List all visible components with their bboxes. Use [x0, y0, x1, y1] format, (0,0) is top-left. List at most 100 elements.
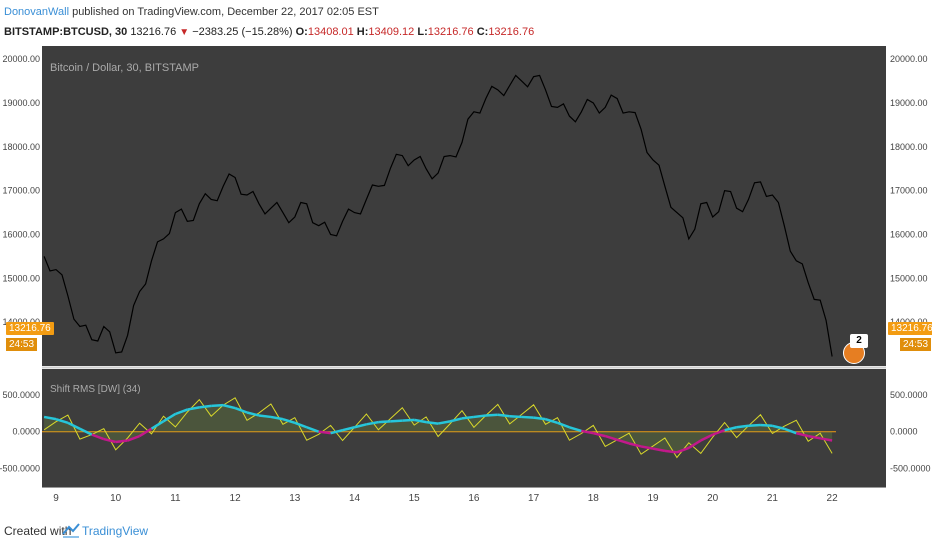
rms-segment: [569, 426, 582, 433]
indicator-fill: [44, 405, 833, 453]
rms-segment: [127, 434, 141, 442]
price-line: [43, 74, 833, 357]
indicator-area: [44, 405, 833, 453]
rms-line: [43, 403, 833, 454]
rms-segment: [425, 420, 439, 425]
price-legend: Bitcoin / Dollar, 30, BITSTAMP: [50, 62, 199, 74]
rms-segment: [55, 417, 69, 425]
rms-segment: [306, 426, 320, 433]
last-price-badge-left: 13216.76: [6, 322, 54, 335]
rms-segment: [724, 426, 737, 432]
x-tick-label: 11: [170, 493, 181, 504]
left-axis: [0, 46, 42, 487]
indicator-pane[interactable]: [42, 369, 886, 487]
price-tick-left: 16000.00: [2, 229, 40, 239]
rms-segment: [545, 417, 558, 425]
rms-segment: [760, 423, 773, 428]
created-with-text: Created with: [4, 524, 72, 538]
rms-segment: [461, 415, 475, 420]
x-tick-label: 10: [110, 493, 122, 504]
footer: Created with TradingView: [0, 510, 932, 550]
rms-segment: [616, 438, 630, 445]
rms-segment: [366, 420, 379, 426]
rms-segment: [211, 403, 224, 408]
price-tick-right: 18000.00: [890, 142, 928, 152]
right-axis: [886, 46, 932, 487]
rms-segment: [67, 421, 81, 430]
rms-segment: [640, 445, 654, 450]
rms-segment: [91, 433, 105, 441]
rms-segment: [330, 428, 343, 435]
high-label: H:: [356, 26, 369, 38]
rms-segment: [258, 414, 272, 419]
price-pane[interactable]: [42, 46, 886, 366]
last-price: 13216.76: [130, 26, 177, 38]
rms-segment: [234, 406, 248, 414]
rms-segment: [318, 430, 331, 435]
x-tick-label: 17: [528, 493, 540, 504]
down-arrow-icon: ▼: [179, 27, 190, 38]
indicator-ticks-left: 500.0000 0.0000 -500.0000: [0, 390, 40, 474]
chart-svg[interactable]: Bitcoin / Dollar, 30, BITSTAMP Shift RMS…: [0, 44, 932, 510]
rms-segment: [413, 418, 427, 424]
rms-segment: [533, 416, 546, 421]
chart-area[interactable]: Bitcoin / Dollar, 30, BITSTAMP Shift RMS…: [0, 44, 932, 510]
open-label: O:: [295, 26, 308, 38]
rms-segment: [664, 449, 678, 454]
x-tick-label: 9: [53, 493, 59, 504]
author-link[interactable]: DonovanWall: [4, 6, 70, 18]
indicator-tick-left: 0.0000: [12, 427, 40, 437]
rms-segment: [676, 446, 690, 454]
rms-segment: [342, 426, 355, 432]
price-tick-left: 19000.00: [2, 98, 40, 108]
symbol-info-line: BITSTAMP:BTCUSD, 30 13216.76 ▼ −2383.25 …: [4, 26, 534, 38]
rms-segment: [79, 427, 93, 436]
price-tick-left: 17000.00: [2, 186, 40, 196]
x-tick-label: 12: [230, 493, 242, 504]
low-label: L:: [417, 26, 428, 38]
rms-segment: [449, 417, 463, 423]
events-count[interactable]: 2: [850, 334, 868, 348]
x-tick-label: 13: [289, 493, 301, 504]
rms-segment: [390, 419, 403, 423]
rms-segment: [593, 431, 606, 438]
x-tick-label: 18: [588, 493, 600, 504]
publish-info: DonovanWall published on TradingView.com…: [4, 6, 379, 18]
rms-segment: [138, 427, 153, 438]
indicator-tick-right: -500.0000: [890, 464, 931, 474]
tradingview-brand[interactable]: TradingView: [82, 524, 149, 538]
oscillator-line: [43, 397, 833, 459]
rms-segment: [282, 417, 296, 425]
countdown-badge-left: 24:53: [6, 338, 38, 351]
rms-segment: [557, 421, 570, 429]
rms-segment: [509, 414, 522, 419]
symbol-name[interactable]: BITSTAMP:BTCUSD, 30: [4, 26, 128, 38]
rms-segment: [294, 421, 308, 429]
rms-segment: [604, 434, 618, 441]
x-tick-label: 19: [647, 493, 659, 504]
price-tick-right: 16000.00: [890, 229, 928, 239]
countdown-badge-right: 24:53: [900, 338, 932, 351]
rms-segment: [378, 420, 391, 424]
high-value: 13409.12: [368, 26, 415, 38]
x-tick-label: 20: [707, 493, 719, 504]
rms-segment: [485, 413, 498, 417]
rms-segment: [700, 433, 714, 442]
rms-segment: [199, 404, 212, 409]
published-text: published on TradingView.com, December 2…: [69, 6, 379, 18]
price-tick-right: 19000.00: [890, 98, 928, 108]
rms-segment: [688, 439, 702, 449]
x-axis-labels: 9 10 11 12 13 14 15 16 17 18 19 20 21 22: [53, 493, 838, 504]
rms-segment: [473, 414, 486, 419]
rms-segment: [162, 412, 177, 423]
rms-segment: [712, 429, 726, 436]
x-tick-label: 21: [767, 493, 779, 504]
rms-segment: [772, 424, 785, 430]
rms-segment: [807, 434, 821, 440]
rms-segment: [187, 406, 200, 411]
rms-segment: [581, 429, 594, 435]
rms-segment: [354, 423, 367, 429]
low-value: 13216.76: [427, 26, 474, 38]
price-change: −2383.25 (−15.28%): [192, 26, 293, 38]
rms-segment: [783, 427, 797, 435]
